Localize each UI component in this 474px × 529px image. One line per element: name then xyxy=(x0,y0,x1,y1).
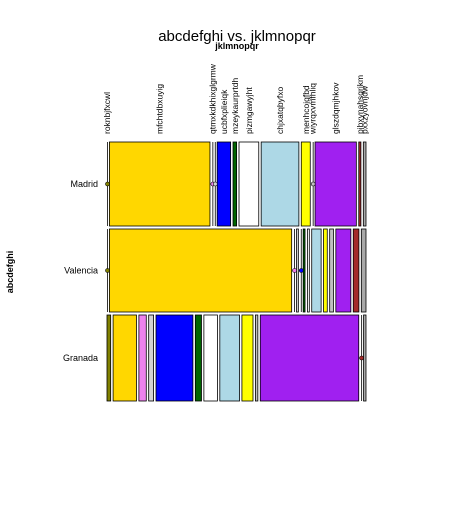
mosaic-tile xyxy=(216,141,232,227)
column-label: glszdqmjhkov xyxy=(331,82,341,134)
row-label: Madrid xyxy=(70,179,98,189)
mosaic-tile xyxy=(352,228,360,313)
zero-cell-marker xyxy=(310,181,316,187)
x-axis-title: jklmnopqr xyxy=(214,41,259,51)
mosaic-tile xyxy=(232,141,238,227)
zero-cell-marker xyxy=(212,181,218,187)
zero-cell-marker xyxy=(105,268,110,273)
zero-cell-marker xyxy=(292,268,297,273)
mosaic-tile xyxy=(360,228,367,313)
column-label: mzeykaurprtdh xyxy=(230,78,240,134)
mosaic-tile xyxy=(362,141,367,227)
mosaic-tile xyxy=(260,141,300,227)
mosaic-tile xyxy=(259,314,360,402)
mosaic-tile xyxy=(329,228,334,313)
zero-cell-markers xyxy=(105,181,364,361)
mosaic-tile xyxy=(300,141,311,227)
mosaic-tile xyxy=(314,141,357,227)
mosaic-tile xyxy=(106,314,112,402)
mosaic-tile xyxy=(194,314,202,402)
mosaic-tile xyxy=(148,314,154,402)
mosaic-tile xyxy=(238,141,260,227)
column-label: pibxynahsqrjkm xyxy=(355,75,365,134)
mosaic-tiles xyxy=(106,141,367,402)
chart-title: abcdefghi vs. jklmnopqr xyxy=(158,28,316,45)
mosaic-tile xyxy=(335,228,352,313)
zero-cell-marker xyxy=(105,181,110,187)
mosaic-tile xyxy=(138,314,147,402)
mosaic-tile xyxy=(323,228,328,313)
column-labels: roknbjfxcwl mfchtdbxuyig qtmxkdkhixglgrmw u… xyxy=(102,63,370,135)
column-label: qtmxkdkhixglgrmw xyxy=(207,63,217,134)
mosaic-tile xyxy=(241,314,254,402)
mosaic-tile xyxy=(112,314,137,402)
column-label: pxxzyovnjdw xyxy=(360,85,370,134)
row-labels: Madrid Valencia Granada xyxy=(63,179,98,363)
mosaic-tile xyxy=(311,228,322,313)
mosaic-tile xyxy=(109,228,293,313)
row-label: Granada xyxy=(63,353,98,363)
mosaic-tile xyxy=(203,314,218,402)
mosaic-tile xyxy=(219,314,240,402)
column-label: mfchtdbxuyig xyxy=(155,84,165,134)
column-label: chjxatqbyfxo xyxy=(275,86,285,134)
column-label: roknbjfxcwl xyxy=(102,92,112,134)
mosaic-tile xyxy=(155,314,194,402)
column-label: menhcojgfbd xyxy=(301,85,311,134)
column-label: ucbfxplieiqk xyxy=(219,89,229,134)
zero-cell-marker xyxy=(298,268,304,273)
mosaic-tile xyxy=(358,141,362,227)
mosaic-tile xyxy=(254,314,259,402)
mosaic-tile xyxy=(307,228,310,313)
mosaic-tile xyxy=(109,141,211,227)
column-label: wiyrqxvmfhliq xyxy=(308,83,318,135)
zero-cell-marker xyxy=(359,355,364,361)
column-label: pizmgawyjht xyxy=(244,87,254,134)
row-label: Valencia xyxy=(64,266,98,276)
y-axis-title: abcdefghi xyxy=(5,251,15,294)
